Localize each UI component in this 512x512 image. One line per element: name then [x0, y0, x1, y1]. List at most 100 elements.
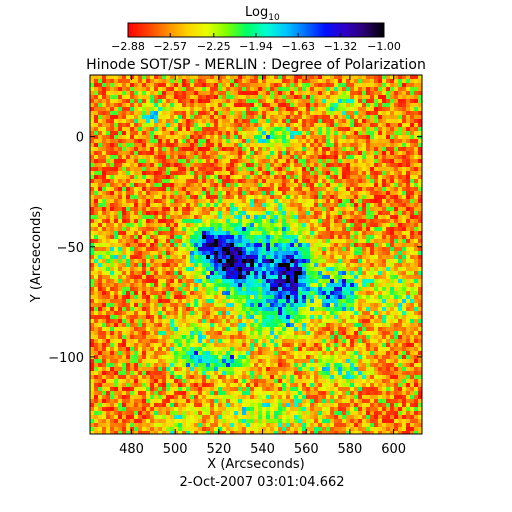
heatmap-cell [366, 239, 370, 243]
heatmap-cell [306, 171, 310, 175]
heatmap-cell [190, 155, 194, 159]
heatmap-cell [386, 127, 390, 131]
heatmap-cell [254, 87, 258, 91]
heatmap-cell [306, 211, 310, 215]
heatmap-cell [282, 199, 286, 203]
heatmap-cell [230, 267, 234, 271]
heatmap-cell [186, 115, 190, 119]
heatmap-cell [402, 115, 406, 119]
heatmap-cell [194, 263, 198, 267]
heatmap-cell [230, 191, 234, 195]
heatmap-cell [170, 131, 174, 135]
heatmap-cell [334, 263, 338, 267]
heatmap-cell [334, 95, 338, 99]
heatmap-cell [126, 139, 130, 143]
heatmap-cell [242, 219, 246, 223]
heatmap-cell [390, 103, 394, 107]
heatmap-cell [414, 139, 418, 143]
heatmap-cell [162, 307, 166, 311]
heatmap-cell [170, 155, 174, 159]
heatmap-cell [406, 211, 410, 215]
heatmap-cell [398, 175, 402, 179]
heatmap-cell [134, 99, 138, 103]
heatmap-cell [106, 79, 110, 83]
heatmap-cell [326, 299, 330, 303]
heatmap-cell [102, 75, 106, 79]
heatmap-cell [210, 171, 214, 175]
heatmap-cell [202, 283, 206, 287]
heatmap-cell [370, 91, 374, 95]
heatmap-cell [378, 251, 382, 255]
heatmap-cell [322, 303, 326, 307]
heatmap-cell [110, 147, 114, 151]
heatmap-cell [322, 155, 326, 159]
heatmap-cell [138, 187, 142, 191]
heatmap-cell [106, 191, 110, 195]
heatmap-cell [246, 135, 250, 139]
heatmap-cell [374, 215, 378, 219]
heatmap-cell [238, 291, 242, 295]
heatmap-cell [102, 87, 106, 91]
heatmap-cell [118, 223, 122, 227]
heatmap-cell [206, 139, 210, 143]
heatmap-cell [310, 167, 314, 171]
heatmap-cell [102, 175, 106, 179]
heatmap-cell [318, 311, 322, 315]
heatmap-cell [302, 287, 306, 291]
heatmap-cell [166, 159, 170, 163]
heatmap-cell [186, 179, 190, 183]
heatmap-cell [242, 75, 246, 79]
heatmap-cell [98, 147, 102, 151]
heatmap-cell [142, 175, 146, 179]
heatmap-cell [134, 263, 138, 267]
heatmap-cell [230, 195, 234, 199]
heatmap-cell [238, 199, 242, 203]
heatmap-cell [326, 263, 330, 267]
heatmap-cell [198, 219, 202, 223]
heatmap-cell [418, 299, 422, 303]
heatmap-cell [154, 159, 158, 163]
heatmap-cell [270, 287, 274, 291]
heatmap-cell [398, 195, 402, 199]
heatmap-cell [102, 263, 106, 267]
heatmap-cell [150, 139, 154, 143]
heatmap-cell [242, 243, 246, 247]
heatmap-cell [94, 235, 98, 239]
heatmap-cell [126, 283, 130, 287]
heatmap-cell [318, 167, 322, 171]
heatmap-cell [406, 139, 410, 143]
heatmap-cell [182, 167, 186, 171]
heatmap-cell [302, 127, 306, 131]
heatmap-cell [174, 227, 178, 231]
heatmap-cell [170, 235, 174, 239]
heatmap-cell [270, 295, 274, 299]
heatmap-cell [250, 75, 254, 79]
heatmap-cell [246, 83, 250, 87]
heatmap-cell [398, 307, 402, 311]
heatmap-cell [206, 95, 210, 99]
heatmap-cell [394, 251, 398, 255]
heatmap-cell [166, 199, 170, 203]
heatmap-cell [326, 215, 330, 219]
heatmap-cell [170, 303, 174, 307]
heatmap-cell [218, 175, 222, 179]
heatmap-cell [178, 155, 182, 159]
heatmap-cell [194, 247, 198, 251]
heatmap-cell [230, 183, 234, 187]
heatmap-cell [338, 207, 342, 211]
heatmap-cell [410, 107, 414, 111]
heatmap-cell [166, 115, 170, 119]
heatmap-cell [362, 171, 366, 175]
heatmap-cell [214, 239, 218, 243]
heatmap-cell [262, 123, 266, 127]
heatmap-cell [130, 183, 134, 187]
heatmap-cell [326, 235, 330, 239]
heatmap-cell [194, 79, 198, 83]
heatmap-cell [374, 239, 378, 243]
heatmap-cell [346, 99, 350, 103]
heatmap-cell [406, 255, 410, 259]
heatmap-cell [334, 183, 338, 187]
heatmap-cell [254, 159, 258, 163]
heatmap-cell [102, 235, 106, 239]
heatmap-cell [410, 263, 414, 267]
